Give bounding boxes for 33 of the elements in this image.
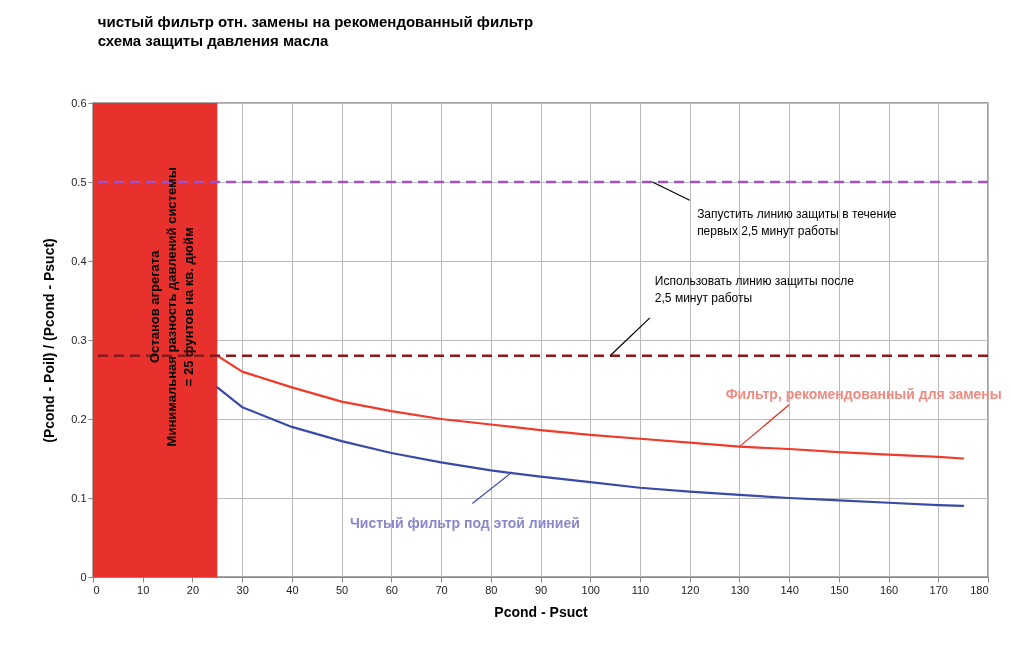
annotation: Использовать линию защиты после 2,5 минут работы bbox=[654, 273, 855, 305]
x-tick-label: 20 bbox=[186, 583, 200, 596]
x-axis-title: Pcond - Psuct bbox=[494, 603, 588, 620]
x-tick-label: 150 bbox=[830, 583, 849, 596]
chart-subtitle: схема защиты давления масла bbox=[97, 32, 330, 49]
y-tick-label: 0.6 bbox=[71, 96, 87, 109]
x-tick-label: 90 bbox=[534, 583, 548, 596]
x-tick-label: 60 bbox=[385, 583, 398, 596]
x-tick-label: 10 bbox=[137, 583, 150, 596]
y-tick-label: 0.2 bbox=[71, 412, 87, 425]
x-tick-label: 140 bbox=[780, 583, 799, 596]
y-tick-label: 0.3 bbox=[71, 333, 87, 346]
x-tick-label: 50 bbox=[335, 583, 349, 596]
y-tick-label: 0.5 bbox=[71, 175, 87, 188]
x-tick-label: 160 bbox=[879, 583, 899, 596]
y-tick-label: 0.4 bbox=[71, 254, 87, 267]
x-tick-label: 130 bbox=[730, 583, 750, 596]
band-label: Останов агрегата Минимальная разность давлений системы = 25 фунтов на кв. дюйм bbox=[147, 167, 197, 447]
x-tick-label: 70 bbox=[435, 583, 448, 596]
x-tick-label: 80 bbox=[485, 583, 498, 596]
x-tick-label: 120 bbox=[680, 583, 700, 596]
y-tick-label: 0.1 bbox=[71, 491, 87, 504]
x-tick-label: 180 bbox=[970, 583, 989, 596]
x-tick-label: 0 bbox=[93, 583, 100, 596]
y-tick-label: 0 bbox=[80, 570, 87, 583]
chart-title: чистый фильтр отн. замены на рекомендованный фильтр bbox=[97, 13, 534, 30]
annotation: Запустить линию защиты в течение первых 2,5 минут работы bbox=[697, 206, 897, 238]
y-axis-title: (Pcond - Poil) / (Pcond - Psuct) bbox=[41, 238, 58, 443]
x-tick-label: 40 bbox=[286, 583, 299, 596]
x-tick-label: 30 bbox=[236, 583, 249, 596]
x-tick-label: 170 bbox=[929, 583, 948, 596]
x-tick-label: 110 bbox=[631, 583, 650, 596]
x-tick-label: 100 bbox=[581, 583, 600, 596]
